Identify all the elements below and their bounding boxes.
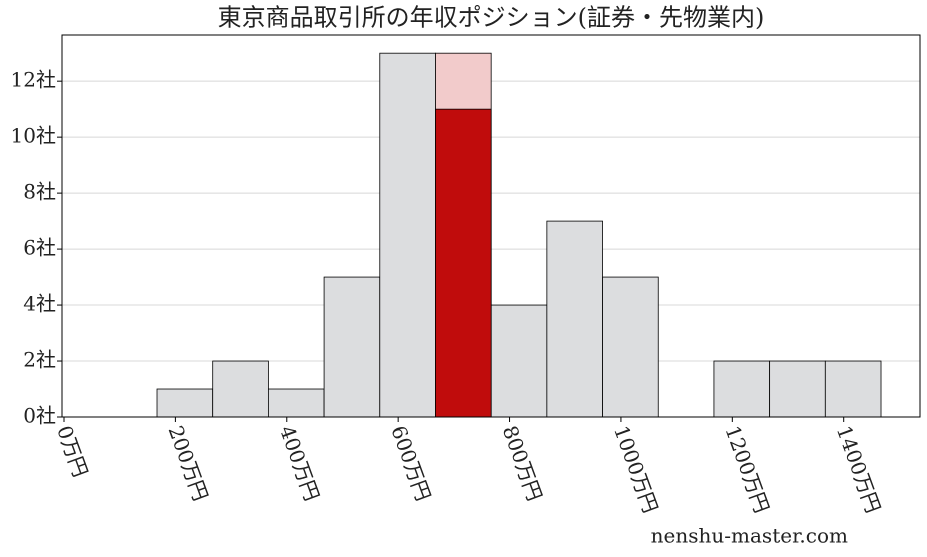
bar — [602, 276, 659, 418]
y-tick-label: 0社 — [23, 404, 56, 428]
x-tick-label: 200万円 — [164, 422, 213, 504]
x-tick-label: 400万円 — [275, 422, 324, 504]
chart-title: 東京商品取引所の年収ポジション(証券・先物業内) — [218, 4, 765, 32]
y-tick-label: 8社 — [23, 180, 56, 204]
y-tick-label: 6社 — [23, 236, 56, 260]
y-tick-label: 2社 — [23, 348, 56, 372]
x-tick-label: 800万円 — [498, 422, 547, 504]
x-tick-label: 1400万円 — [832, 422, 886, 516]
bar — [546, 220, 603, 418]
bar — [267, 388, 325, 418]
bar — [212, 360, 269, 418]
y-tick-label: 4社 — [23, 292, 56, 316]
y-tick-label: 12社 — [11, 68, 56, 92]
bar — [379, 52, 436, 418]
bar — [824, 360, 882, 418]
x-tick-label: 0万円 — [52, 422, 93, 480]
y-tick-label: 10社 — [11, 124, 56, 148]
highlight-bar — [435, 108, 492, 418]
watermark: nenshu-master.com — [651, 524, 848, 548]
x-tick-label: 1200万円 — [720, 422, 774, 516]
bar — [490, 304, 548, 418]
plot-frame — [61, 34, 921, 418]
x-tick-label: 600万円 — [386, 422, 435, 504]
bar — [156, 388, 214, 418]
bar — [769, 360, 826, 418]
bar — [323, 276, 381, 418]
x-tick-label: 1000万円 — [609, 422, 663, 516]
bar — [713, 360, 771, 418]
